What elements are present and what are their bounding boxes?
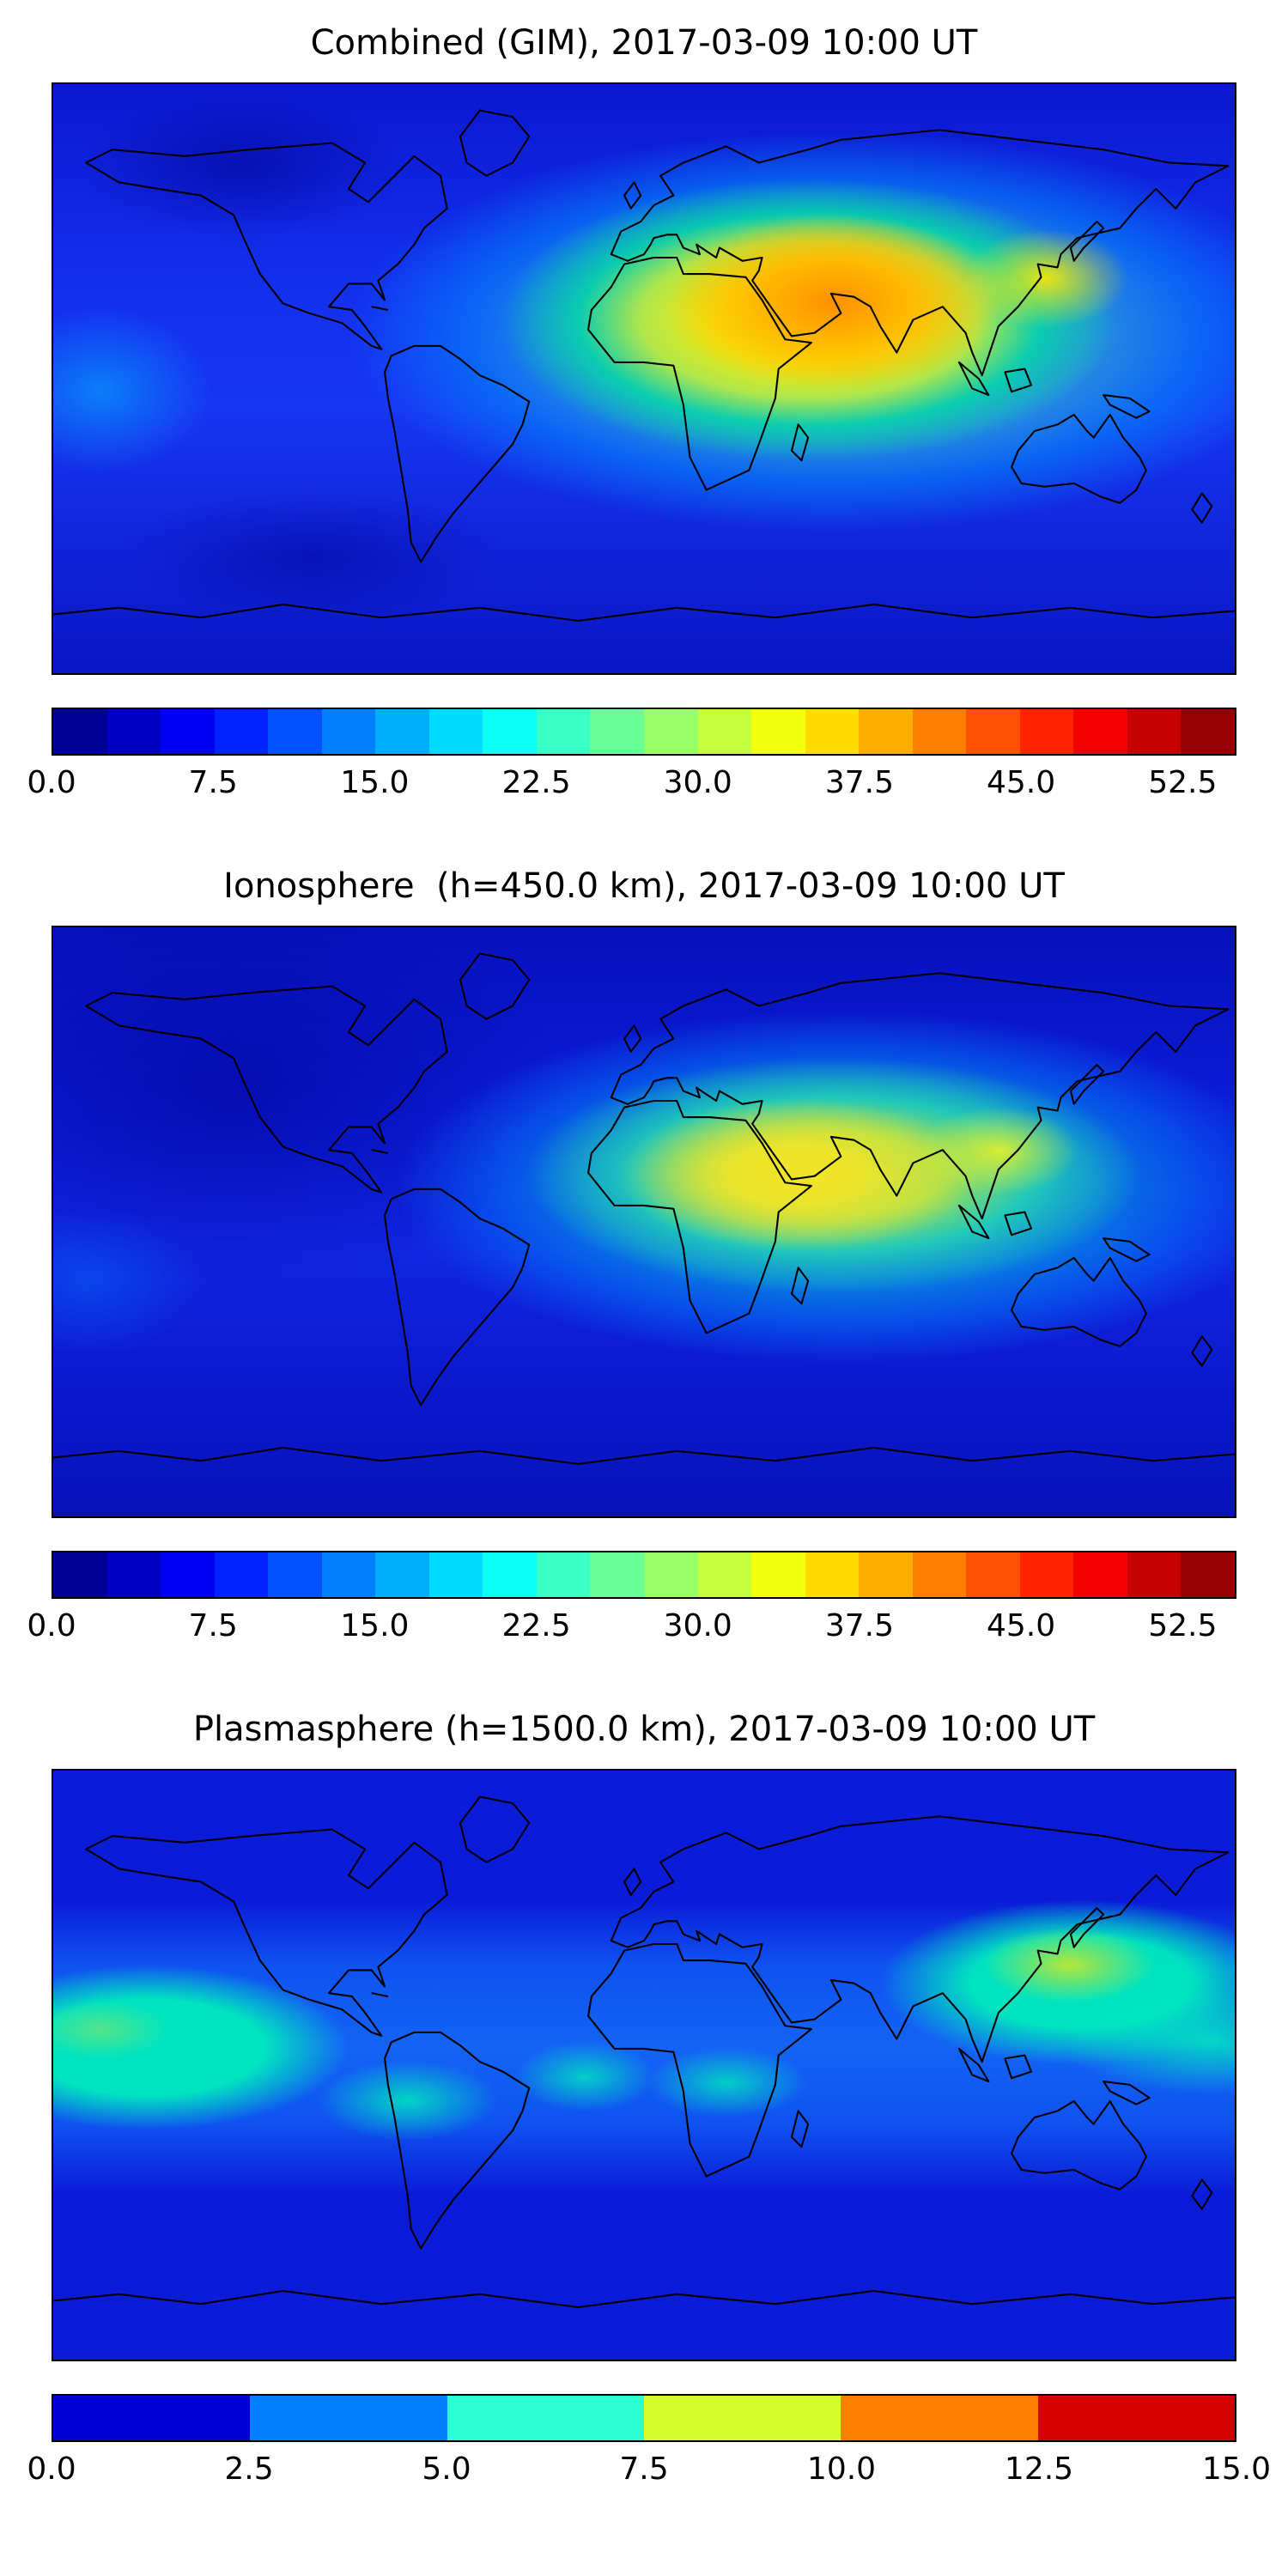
colorbar-segment: [483, 709, 537, 754]
colorbar-segment: [1019, 709, 1074, 754]
colorbar-tick-label: 15.0: [340, 1608, 410, 1643]
colorbar-tick-label: 7.5: [619, 2451, 669, 2487]
colorbar-segment: [106, 709, 161, 754]
figure-title-combined: Combined (GIM), 2017-03-09 10:00 UT: [310, 23, 978, 63]
colorbar-tick-row: 0.0 7.5 15.0 22.5 30.0 37.5 45.0 52.5: [27, 1606, 1236, 1652]
colorbar-segment: [805, 1552, 860, 1597]
colorbar-tick-label: 15.0: [1201, 2451, 1272, 2487]
colorbar-segment: [214, 1552, 269, 1597]
colorbar-tick-label: 37.5: [824, 1608, 894, 1643]
colorbar-segment: [483, 1552, 537, 1597]
colorbar-segment: [859, 709, 913, 754]
colorbar-segment: [53, 709, 107, 754]
colorbar-tick-label: 45.0: [987, 765, 1056, 800]
colorbar-segment: [214, 709, 269, 754]
colorbar-tick-label: 22.5: [501, 1608, 571, 1643]
colorbar-combined: 0.0 7.5 15.0 22.5 30.0 37.5 45.0 52.5: [27, 708, 1236, 809]
colorbar-segment: [536, 1552, 591, 1597]
colorbar-segment: [250, 2396, 447, 2440]
colorbar-tick-row: 0.0 2.5 5.0 7.5 10.0 12.5 15.0: [27, 2449, 1271, 2495]
map-ionosphere: [52, 926, 1236, 1518]
colorbar-segment: [161, 1552, 215, 1597]
colorbar-segment: [912, 709, 967, 754]
colorbar-tick-label: 7.5: [188, 1608, 238, 1643]
colorbar-segment: [697, 1552, 752, 1597]
colorbar-segment: [751, 1552, 805, 1597]
colorbar-segment: [536, 709, 591, 754]
colorbar-segment: [321, 709, 376, 754]
colorbar-segment: [53, 2396, 251, 2440]
colorbar-segment: [447, 2396, 644, 2440]
colorbar-tick-label: 0.0: [27, 1608, 76, 1643]
colorbar-plasmasphere: 0.0 2.5 5.0 7.5 10.0 12.5 15.0: [27, 2394, 1271, 2495]
figure-title-plasmasphere: Plasmasphere (h=1500.0 km), 2017-03-09 1…: [192, 1710, 1096, 1749]
colorbar-tick-label: 12.5: [1004, 2451, 1074, 2487]
colorbar-segment: [912, 1552, 967, 1597]
colorbar-gradient: [52, 2394, 1236, 2442]
world-coastlines-overlay: [53, 109, 1235, 623]
colorbar-segment: [53, 1552, 107, 1597]
colorbar-segment: [1073, 709, 1127, 754]
colorbar-segment: [1019, 1552, 1074, 1597]
colorbar-gradient: [52, 708, 1236, 756]
world-coastlines-overlay: [53, 1795, 1235, 2309]
colorbar-segment: [321, 1552, 376, 1597]
colorbar-segment: [966, 1552, 1020, 1597]
colorbar-segment: [805, 709, 860, 754]
colorbar-segment: [268, 1552, 322, 1597]
colorbar-tick-label: 15.0: [340, 765, 410, 800]
colorbar-segment: [590, 1552, 645, 1597]
colorbar-gradient: [52, 1551, 1236, 1599]
colorbar-segment: [1181, 709, 1236, 754]
colorbar-segment: [751, 709, 805, 754]
colorbar-segment: [428, 709, 483, 754]
colorbar-segment: [1127, 709, 1182, 754]
colorbar-segment: [841, 2396, 1038, 2440]
colorbar-segment: [268, 709, 322, 754]
colorbar-tick-label: 5.0: [422, 2451, 471, 2487]
map-combined-gim: [52, 82, 1236, 675]
colorbar-tick-label: 0.0: [27, 2451, 76, 2487]
colorbar-segment: [644, 709, 698, 754]
colorbar-tick-label: 37.5: [824, 765, 894, 800]
figure-combined: Combined (GIM), 2017-03-09 10:00 UT 0.0 7…: [0, 0, 1288, 809]
colorbar-tick-label: 10.0: [806, 2451, 877, 2487]
colorbar-segment: [697, 709, 752, 754]
colorbar-tick-label: 30.0: [663, 1608, 732, 1643]
colorbar-segment: [106, 1552, 161, 1597]
colorbar-segment: [1037, 2396, 1235, 2440]
world-coastlines-overlay: [53, 952, 1235, 1466]
colorbar-segment: [1127, 1552, 1182, 1597]
colorbar-segment: [1181, 1552, 1236, 1597]
figure-plasmasphere: Plasmasphere (h=1500.0 km), 2017-03-09 1…: [0, 1686, 1288, 2495]
colorbar-segment: [375, 709, 429, 754]
colorbar-segment: [1073, 1552, 1127, 1597]
colorbar-tick-label: 52.5: [1148, 1608, 1218, 1643]
colorbar-tick-row: 0.0 7.5 15.0 22.5 30.0 37.5 45.0 52.5: [27, 762, 1236, 809]
colorbar-segment: [590, 709, 645, 754]
map-plasmasphere: [52, 1769, 1236, 2361]
colorbar-tick-label: 30.0: [663, 765, 732, 800]
colorbar-tick-label: 22.5: [501, 765, 571, 800]
colorbar-tick-label: 52.5: [1148, 765, 1218, 800]
colorbar-tick-label: 7.5: [188, 765, 238, 800]
colorbar-segment: [428, 1552, 483, 1597]
figure-ionosphere: Ionosphere (h=450.0 km), 2017-03-09 10:0…: [0, 843, 1288, 1652]
colorbar-segment: [966, 709, 1020, 754]
colorbar-segment: [644, 1552, 698, 1597]
colorbar-segment: [161, 709, 215, 754]
colorbar-ionosphere: 0.0 7.5 15.0 22.5 30.0 37.5 45.0 52.5: [27, 1551, 1236, 1652]
colorbar-tick-label: 0.0: [27, 765, 76, 800]
colorbar-tick-label: 2.5: [224, 2451, 274, 2487]
colorbar-segment: [643, 2396, 841, 2440]
colorbar-segment: [859, 1552, 913, 1597]
figure-title-ionosphere: Ionosphere (h=450.0 km), 2017-03-09 10:0…: [223, 866, 1065, 906]
colorbar-segment: [375, 1552, 429, 1597]
colorbar-tick-label: 45.0: [987, 1608, 1056, 1643]
